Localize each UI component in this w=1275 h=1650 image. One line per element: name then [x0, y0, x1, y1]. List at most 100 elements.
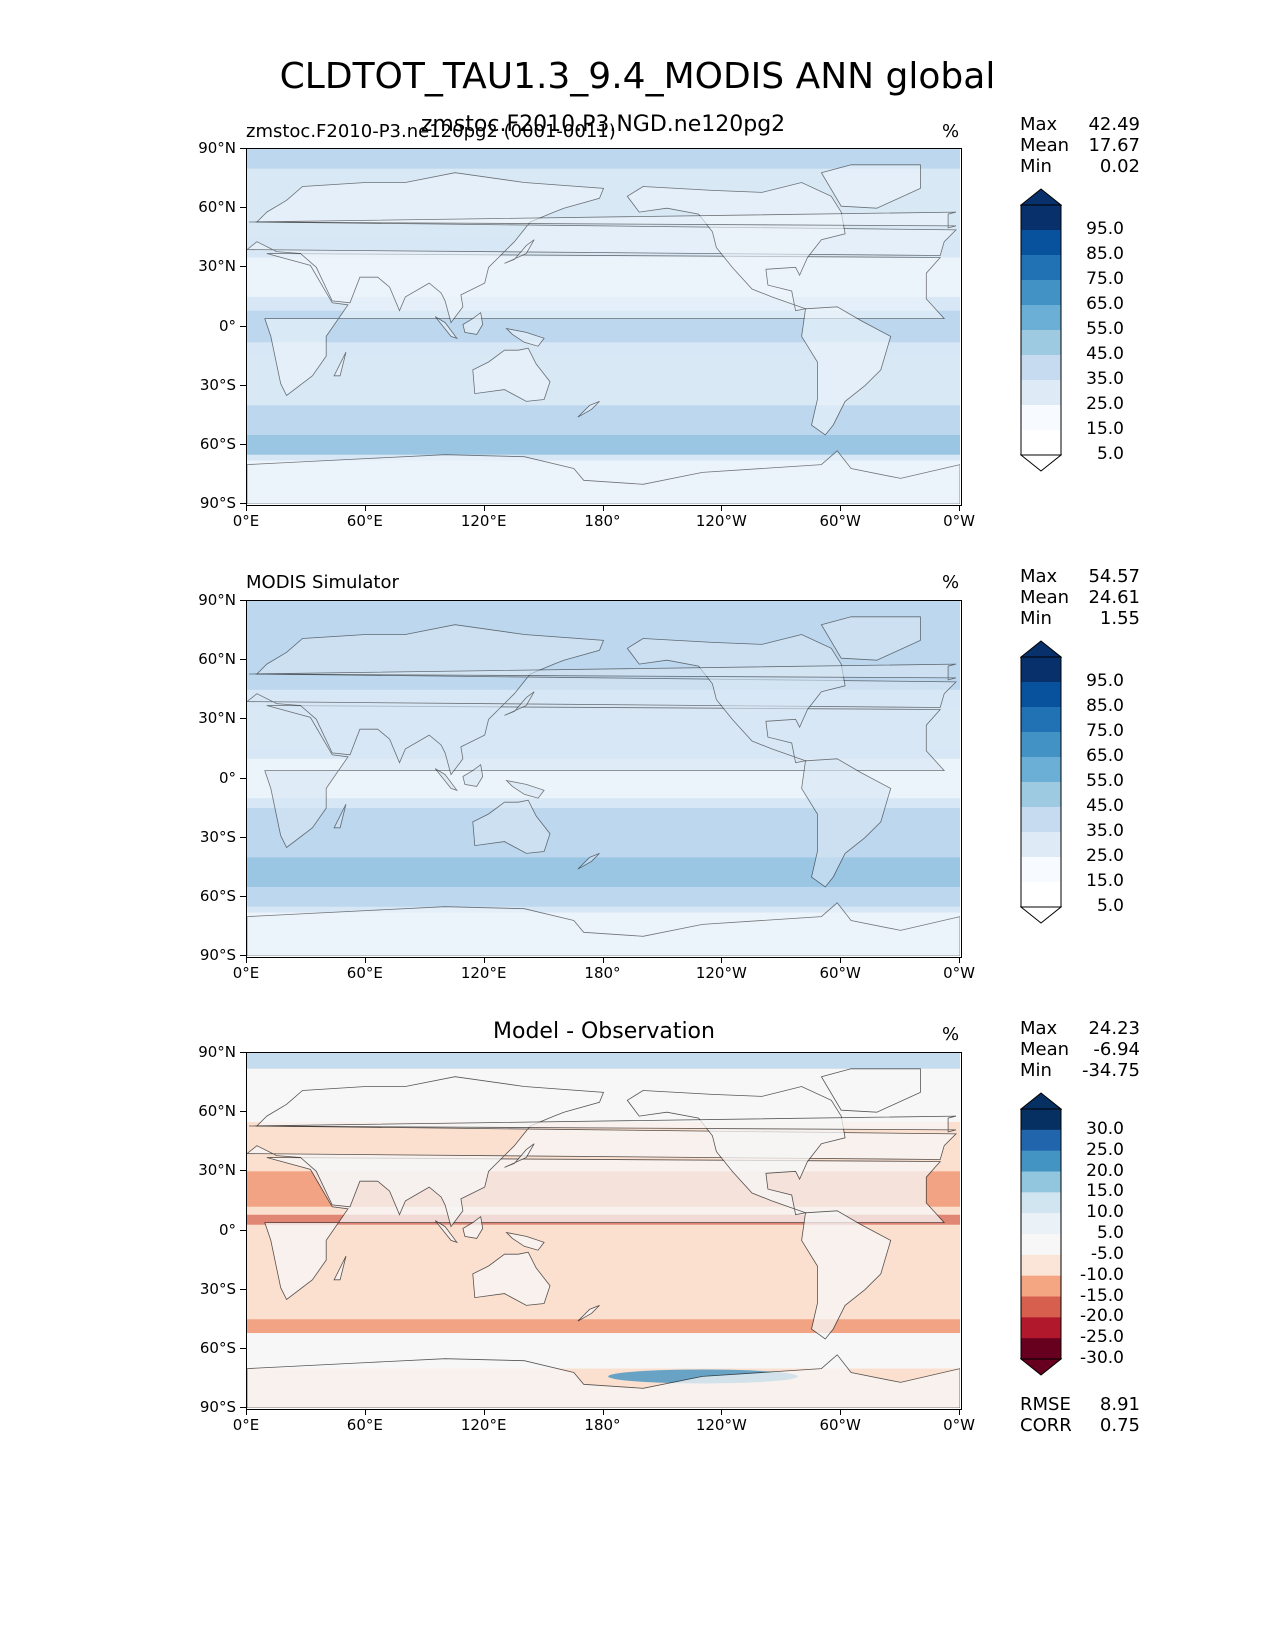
colorbar-segment [1021, 205, 1061, 231]
colorbar-segment [1021, 782, 1061, 808]
lat-tick-mark [240, 1347, 246, 1349]
lat-tick-mark [240, 1170, 246, 1172]
colorbar-svg [1019, 188, 1063, 472]
colorbar-segment [1021, 255, 1061, 281]
colorbar-tick-label: 65.0 [1086, 294, 1124, 314]
colorbar-segment [1021, 1254, 1061, 1277]
greenland-outline [820, 164, 921, 209]
lat-tick-label: 60°S [199, 886, 236, 905]
lon-tick-label: 60°W [819, 1416, 861, 1434]
contour-band [247, 886, 960, 907]
colorbar-tick-label: 45.0 [1086, 796, 1124, 816]
panel-2-colorbar: 95.0 85.0 75.0 65.0 55.0 45.0 35.0 25.0 15.0 5.0 [1019, 640, 1124, 928]
colorbar-tick-label: 75.0 [1086, 269, 1124, 289]
new-guinea-outline [505, 1231, 545, 1251]
lat-tick-label: 30°S [199, 1279, 236, 1298]
colorbar-tick-label: 95.0 [1086, 671, 1124, 691]
lat-tick-label: 60°S [199, 434, 236, 453]
panel-2-map [246, 600, 962, 958]
colorbar-tick-label: 25.0 [1086, 394, 1124, 414]
south-america-outline [801, 306, 892, 436]
lon-tick-mark [246, 957, 247, 963]
lon-tick-label: 180° [584, 1416, 621, 1434]
colorbar-tick-label: 5.0 [1096, 444, 1124, 464]
borneo-outline [462, 311, 484, 335]
lon-tick-label: 60°E [346, 964, 383, 982]
contour-band [247, 1053, 960, 1069]
colorbar-svg [1019, 1092, 1063, 1376]
colorbar-segment [1021, 380, 1061, 406]
lon-tick-label: 0°W [943, 1416, 975, 1434]
colorbar-segment [1021, 230, 1061, 256]
lon-tick-label: 120°E [460, 1416, 507, 1434]
new-guinea-outline [505, 327, 545, 347]
map-canvas [247, 149, 960, 504]
mean-label: Mean [1020, 135, 1070, 156]
lat-tick-label: 60°S [199, 1338, 236, 1357]
lon-tick-mark [721, 1409, 723, 1415]
colorbar-tick-label: 15.0 [1086, 419, 1124, 439]
lat-tick-mark [240, 443, 246, 445]
colorbar-segment [1021, 1317, 1061, 1339]
lat-tick-mark [240, 955, 246, 956]
lon-tick-mark [840, 1409, 842, 1415]
colorbar-tick-label: 35.0 [1086, 821, 1124, 841]
colorbar-segment [1021, 757, 1061, 783]
colorbar-tick-label: 85.0 [1086, 696, 1124, 716]
mean-value: 24.61 [1088, 587, 1140, 608]
antarctica-outline [247, 902, 960, 956]
lat-tick-label: 30°N [198, 1161, 236, 1180]
colorbar-tick-label: 55.0 [1086, 319, 1124, 339]
colorbar-segment [1021, 1150, 1061, 1172]
lat-tick-label: 0° [218, 316, 236, 335]
antarctica-outline [247, 450, 960, 504]
lat-tick-mark [240, 1111, 246, 1113]
lon-tick-mark [959, 505, 960, 511]
max-value: 42.49 [1088, 114, 1140, 135]
japan-outline [504, 1143, 535, 1168]
sumatra-outline [434, 1220, 458, 1244]
colorbar-segment [1021, 707, 1061, 733]
colorbar-segment [1021, 355, 1061, 381]
rmse-label: RMSE [1020, 1394, 1071, 1415]
lat-tick-mark [240, 659, 246, 661]
panel-2-stats: Max 54.57 Mean 24.61 Min 1.55 [1020, 566, 1150, 636]
lon-tick-label: 120°W [695, 512, 747, 530]
colorbar-segment [1021, 882, 1061, 908]
lon-tick-label: 0°E [232, 512, 260, 530]
colorbar-tick-label: 45.0 [1086, 344, 1124, 364]
colorbar-segment [1021, 657, 1061, 683]
lat-tick-label: 90°N [198, 139, 236, 157]
uk-outline [248, 663, 957, 681]
colorbar-segment [1021, 1129, 1061, 1152]
japan-outline [504, 691, 535, 716]
eurasia-outline [247, 624, 957, 776]
borneo-outline [462, 763, 484, 787]
colorbar-tick-label: 25.0 [1086, 846, 1124, 866]
colorbar-extend-top [1019, 188, 1063, 206]
colorbar-segment [1021, 1296, 1061, 1318]
lon-tick-mark [721, 505, 723, 511]
eurasia-outline [247, 1076, 957, 1228]
panel-1-center-title: zmstoc.F2010.P3.NGD.ne120pg2 [420, 112, 786, 137]
lon-tick-mark [959, 1409, 960, 1415]
colorbar-segment [1021, 1275, 1061, 1297]
colorbar-segment [1021, 832, 1061, 858]
colorbar-tick-label: -10.0 [1080, 1264, 1124, 1285]
colorbar-extend-top [1019, 1092, 1063, 1110]
lon-tick-label: 60°W [819, 964, 861, 982]
lon-tick-label: 0°W [943, 512, 975, 530]
colorbar-extend-bottom [1019, 454, 1063, 472]
new-zealand-outline [577, 853, 600, 870]
lon-tick-label: 0°E [232, 964, 260, 982]
colorbar-segment [1021, 1171, 1061, 1193]
lat-tick-mark [240, 384, 246, 386]
max-label: Max [1020, 114, 1058, 135]
colorbar-segment [1021, 330, 1061, 356]
colorbar-segment [1021, 305, 1061, 331]
min-label: Min [1020, 156, 1052, 177]
mean-value: 17.67 [1088, 135, 1140, 156]
min-label: Min [1020, 1060, 1052, 1081]
lon-tick-mark [483, 505, 485, 511]
colorbar-extend-bottom [1019, 1358, 1063, 1376]
